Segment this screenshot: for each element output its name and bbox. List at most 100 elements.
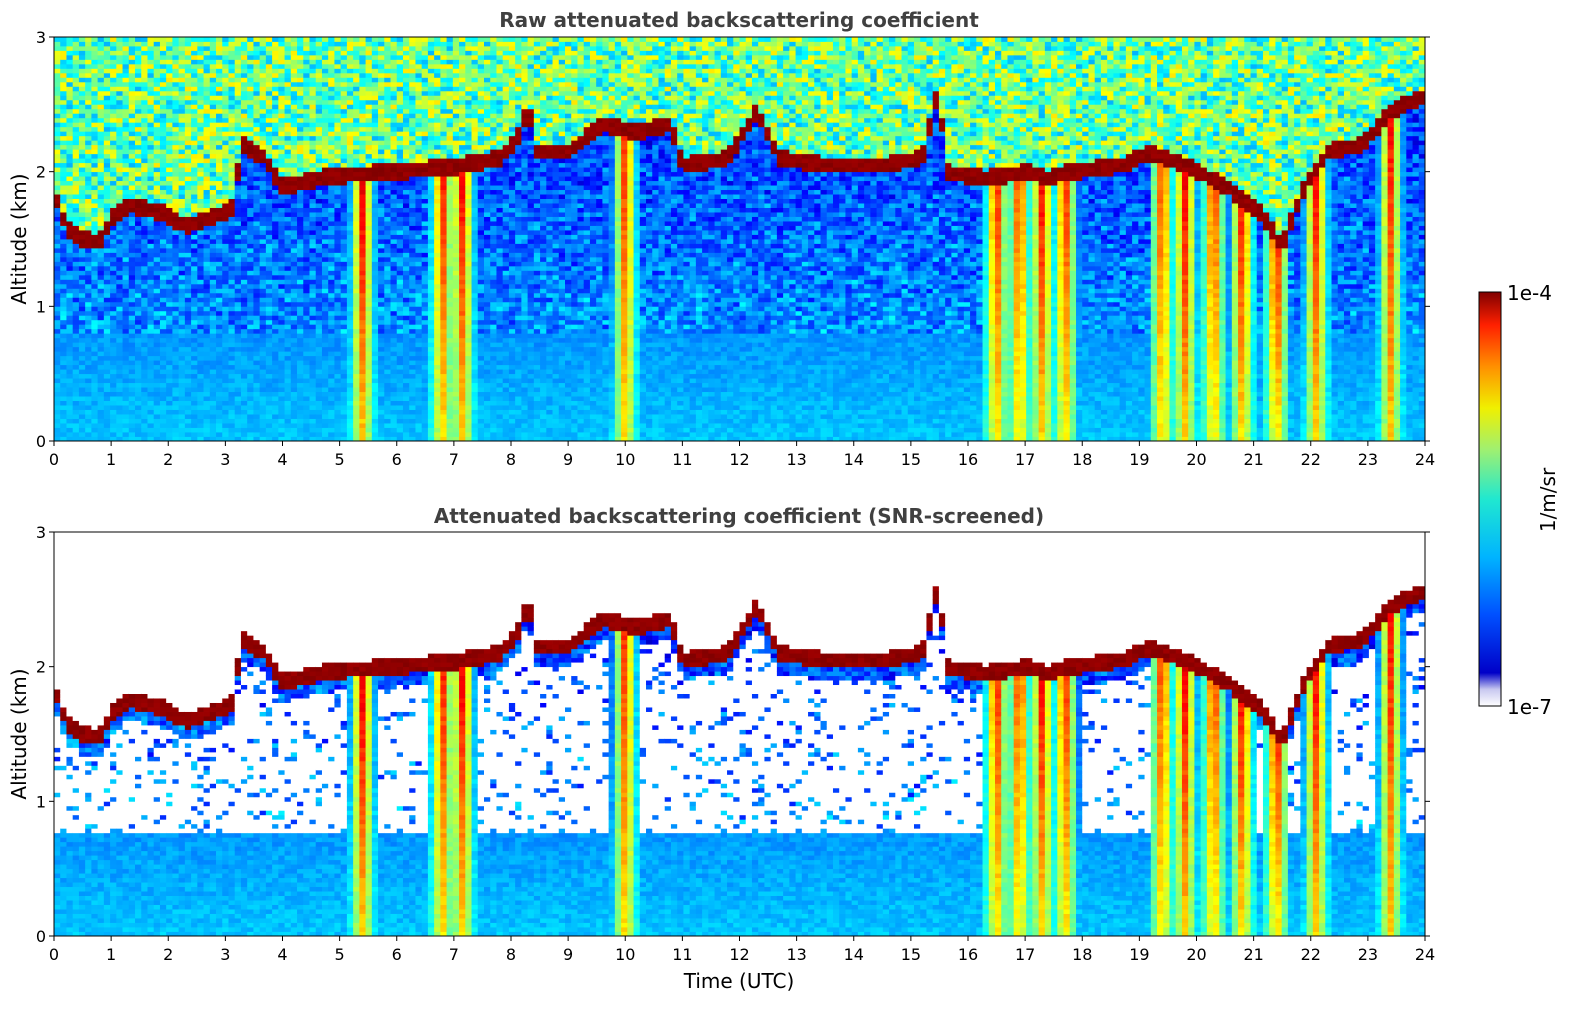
heatmap-cell xyxy=(110,410,117,415)
heatmap-cell xyxy=(179,118,186,123)
heatmap-cell xyxy=(129,252,136,257)
heatmap-cell xyxy=(147,59,154,64)
heatmap-cell xyxy=(179,59,186,64)
heatmap-cell xyxy=(135,239,142,244)
heatmap-cell xyxy=(172,226,179,231)
heatmap-cell xyxy=(228,333,235,338)
heatmap-cell xyxy=(73,266,80,271)
heatmap-cell xyxy=(191,320,198,325)
heatmap-cell xyxy=(147,46,154,51)
heatmap-cell xyxy=(91,190,98,195)
heatmap-cell xyxy=(91,82,98,87)
heatmap-cell xyxy=(228,95,235,100)
heatmap-cell xyxy=(73,410,80,415)
heatmap-cell xyxy=(135,369,142,374)
heatmap-cell xyxy=(191,41,198,46)
heatmap-cell xyxy=(98,68,105,73)
heatmap-cell xyxy=(210,104,217,109)
heatmap-cell xyxy=(104,351,111,356)
heatmap-cell xyxy=(123,172,130,177)
heatmap-cell xyxy=(222,365,229,370)
heatmap-cell xyxy=(172,235,179,240)
heatmap-cell xyxy=(85,37,92,42)
heatmap-cell xyxy=(166,145,173,150)
heatmap-cell xyxy=(185,356,192,361)
heatmap-cell xyxy=(210,127,217,132)
heatmap-cell xyxy=(197,203,204,208)
heatmap-cell xyxy=(172,230,179,235)
heatmap-cell xyxy=(110,383,117,388)
heatmap-cell xyxy=(73,383,80,388)
heatmap-cell xyxy=(147,297,154,302)
heatmap-cell xyxy=(154,203,161,208)
heatmap-cell xyxy=(73,122,80,127)
heatmap-cell xyxy=(123,374,130,379)
heatmap-cell xyxy=(179,315,186,320)
heatmap-cell xyxy=(204,428,211,433)
heatmap-cell xyxy=(116,136,123,141)
heatmap-cell xyxy=(235,351,242,356)
heatmap-cell xyxy=(123,356,130,361)
heatmap-cell xyxy=(129,293,136,298)
heatmap-cell xyxy=(222,194,229,199)
heatmap-cell xyxy=(66,410,73,415)
heatmap-cell xyxy=(60,41,67,46)
heatmap-cell xyxy=(147,311,154,316)
heatmap-cell xyxy=(98,217,105,222)
heatmap-cell xyxy=(141,306,148,311)
heatmap-cell xyxy=(66,59,73,64)
heatmap-cell xyxy=(191,257,198,262)
heatmap-cell xyxy=(185,432,192,437)
heatmap-cell xyxy=(235,41,242,46)
heatmap-cell xyxy=(253,302,260,307)
heatmap-cell xyxy=(85,284,92,289)
heatmap-cell xyxy=(85,320,92,325)
heatmap-cell xyxy=(172,257,179,262)
heatmap-cell xyxy=(160,136,167,141)
heatmap-cell xyxy=(85,387,92,392)
heatmap-cell xyxy=(110,324,117,329)
heatmap-cell xyxy=(85,252,92,257)
heatmap-cell xyxy=(73,64,80,69)
heatmap-cell xyxy=(91,266,98,271)
heatmap-cell xyxy=(79,252,86,257)
heatmap-cell xyxy=(79,149,86,154)
heatmap-cell xyxy=(185,401,192,406)
heatmap-cell xyxy=(54,140,61,145)
heatmap-cell xyxy=(197,113,204,118)
heatmap-cell xyxy=(204,293,211,298)
heatmap-cell xyxy=(54,86,61,91)
heatmap-cell xyxy=(160,145,167,150)
heatmap-cell xyxy=(147,185,154,190)
heatmap-cell xyxy=(147,208,154,213)
heatmap-cell xyxy=(54,284,61,289)
heatmap-cell xyxy=(191,217,198,222)
heatmap-cell xyxy=(191,176,198,181)
heatmap-cell xyxy=(60,104,67,109)
heatmap-cell xyxy=(228,86,235,91)
heatmap-cell xyxy=(91,284,98,289)
heatmap-cell xyxy=(98,239,105,244)
heatmap-cell xyxy=(216,190,223,195)
heatmap-cell xyxy=(91,297,98,302)
heatmap-cell xyxy=(60,194,67,199)
heatmap-cell xyxy=(179,91,186,96)
heatmap-cell xyxy=(253,360,260,365)
heatmap-cell xyxy=(91,360,98,365)
heatmap-cell xyxy=(73,257,80,262)
heatmap-cell xyxy=(216,342,223,347)
heatmap-cell xyxy=(85,95,92,100)
heatmap-cell xyxy=(179,401,186,406)
heatmap-cell xyxy=(185,306,192,311)
heatmap-cell xyxy=(235,113,242,118)
heatmap-cell xyxy=(110,293,117,298)
heatmap-cell xyxy=(60,235,67,240)
heatmap-cell xyxy=(129,410,136,415)
heatmap-cell xyxy=(141,140,148,145)
heatmap-cell xyxy=(60,338,67,343)
heatmap-cell xyxy=(135,199,142,204)
heatmap-cell xyxy=(197,64,204,69)
heatmap-cell xyxy=(197,235,204,240)
heatmap-cell xyxy=(54,266,61,271)
heatmap-cell xyxy=(166,50,173,55)
